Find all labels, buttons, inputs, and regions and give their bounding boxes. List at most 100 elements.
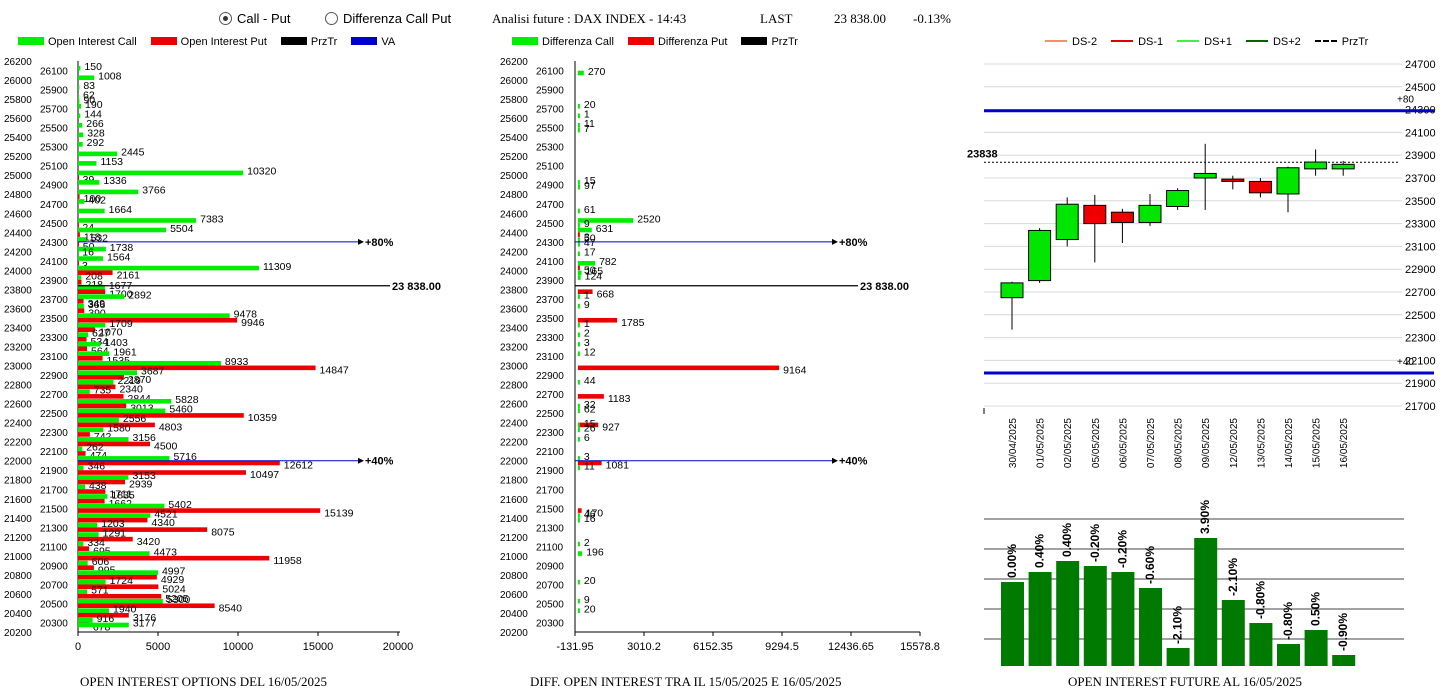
- diff-strike-label: 23100: [536, 352, 564, 363]
- oi-put-bar: [78, 384, 116, 390]
- diff-strike-label: 21100: [536, 542, 564, 553]
- diff-y-tick-label: 25600: [500, 114, 528, 125]
- oi-y-tick-label: 23600: [4, 304, 32, 315]
- diff-call-bar: [577, 422, 580, 428]
- future-y-tick-label: 21700: [1405, 401, 1436, 413]
- oi-strike-label: 26100: [40, 67, 68, 78]
- oi-put-bar: [78, 241, 79, 247]
- oi-call-label: 5504: [170, 223, 194, 235]
- oi-y-tick-label: 22200: [4, 438, 32, 449]
- oi-x-tick-label: 15000: [303, 641, 334, 653]
- radio-checked-icon[interactable]: [219, 12, 232, 25]
- oi-y-tick-label: 25400: [4, 133, 32, 144]
- oi-x-tick-label: 10000: [223, 641, 254, 653]
- oi-price-label: 23 838.00: [392, 281, 441, 293]
- diff-y-tick-label: 25400: [500, 133, 528, 144]
- oi-put-label: 4500: [154, 441, 178, 453]
- diff-strike-label: 20900: [536, 561, 564, 572]
- future-y-tick-label: 22100: [1405, 355, 1436, 367]
- diff-call-label: 46: [584, 508, 596, 520]
- diff-call-bar: [577, 341, 580, 347]
- oi-strike-label: 25700: [40, 105, 68, 116]
- oi-put-bar: [78, 327, 96, 333]
- oi-call-bar: [78, 475, 129, 480]
- oi-strike-label: 21300: [40, 523, 68, 534]
- oi-strike-label: 23100: [40, 352, 68, 363]
- diff-put-bar: [577, 422, 599, 428]
- oi-call-bar: [78, 341, 101, 347]
- oi-call-label: 9478: [234, 308, 258, 320]
- diff-call-bar: [577, 598, 580, 604]
- oi-future-bar-label: -2.10%: [1171, 606, 1185, 644]
- oi-put-bar: [78, 289, 106, 294]
- oi-call-label: 4997: [162, 565, 186, 577]
- candle-date-label: 15/05/2025: [1312, 418, 1323, 468]
- oi-put-label: 4803: [159, 422, 183, 434]
- diff-strike-label: 23300: [536, 333, 564, 344]
- oi-y-tick-label: 24200: [4, 247, 32, 258]
- oi-put-bar: [78, 565, 94, 570]
- diff-call-label: 7: [584, 123, 590, 135]
- candle-body: [1138, 204, 1162, 223]
- diff-strike-label: 22900: [536, 371, 564, 382]
- oi-put-label: 15139: [324, 507, 353, 519]
- candle-body: [1000, 282, 1024, 299]
- oi-y-tick-label: 24400: [4, 228, 32, 239]
- diff-strike-label: 23500: [536, 314, 564, 325]
- oi-call-label: 3153: [132, 470, 156, 482]
- future-y-tick-label: 23300: [1405, 219, 1436, 231]
- candle-date-label: 08/05/2025: [1174, 418, 1185, 468]
- candle-body: [1304, 161, 1328, 170]
- radio-unchecked-icon[interactable]: [325, 12, 338, 25]
- diff-strike-label: 24900: [536, 181, 564, 192]
- candle-body: [1248, 180, 1272, 194]
- oi-call-label: 262: [86, 442, 104, 454]
- oi-call-bar: [78, 284, 105, 290]
- oi-y-tick-label: 22600: [4, 400, 32, 411]
- oi-y-tick-label: 24600: [4, 209, 32, 220]
- future-y-tick-label: 22300: [1405, 333, 1436, 345]
- diff-call-bar: [577, 408, 580, 414]
- diff-strike-label: 25300: [536, 143, 564, 154]
- diff-strike-label: 25900: [536, 86, 564, 97]
- oi-strike-label: 20700: [40, 580, 68, 591]
- oi-put-bar: [78, 356, 103, 361]
- oi-put-bar: [78, 365, 316, 371]
- diff-call-label: 20: [584, 575, 596, 587]
- oi-put-label: 2161: [117, 269, 141, 281]
- oi-call-label: 10320: [247, 166, 276, 178]
- diff-call-label: 165: [586, 266, 604, 278]
- candle-body: [1110, 211, 1134, 223]
- oi-call-label: 2445: [121, 147, 145, 159]
- diff-y-tick-label: 26000: [500, 76, 528, 87]
- oi-call-bar: [78, 113, 81, 119]
- diff-call-bar: [577, 227, 592, 233]
- radio-call-put[interactable]: Call - Put: [219, 11, 290, 26]
- oi-put-label: 10359: [248, 412, 277, 424]
- diff-y-tick-label: 21800: [500, 476, 528, 487]
- oi-x-tick-label: 5000: [146, 641, 170, 653]
- candle-date-label: 30/04/2025: [1008, 418, 1019, 468]
- oi-put-bar: [78, 317, 238, 323]
- oi-y-tick-label: 23000: [4, 362, 32, 373]
- diff-y-tick-label: 22200: [500, 438, 528, 449]
- diff-call-bar: [577, 608, 580, 613]
- oi-put-bar: [78, 175, 79, 180]
- oi-call-bar: [78, 465, 84, 471]
- oi-call-bar: [78, 370, 137, 376]
- oi-put-bar: [78, 394, 124, 399]
- oi-call-bar: [78, 227, 167, 233]
- diff-y-tick-label: 25800: [500, 95, 528, 106]
- oi-put-bar: [78, 479, 126, 485]
- diff-call-label: 17: [584, 247, 596, 259]
- diff-call-bar: [577, 465, 580, 471]
- diff-y-tick-label: 20800: [500, 571, 528, 582]
- oi-strike-label: 20300: [40, 618, 68, 629]
- header-title: Analisi future : DAX INDEX - 14:43: [492, 11, 687, 26]
- radio-differenza[interactable]: Differenza Call Put: [325, 11, 451, 26]
- diff-x-tick-label: 15578.8: [900, 641, 940, 653]
- oi-call-bar: [78, 522, 98, 528]
- oi-call-label: 402: [88, 194, 106, 206]
- diff-call-bar: [577, 513, 580, 518]
